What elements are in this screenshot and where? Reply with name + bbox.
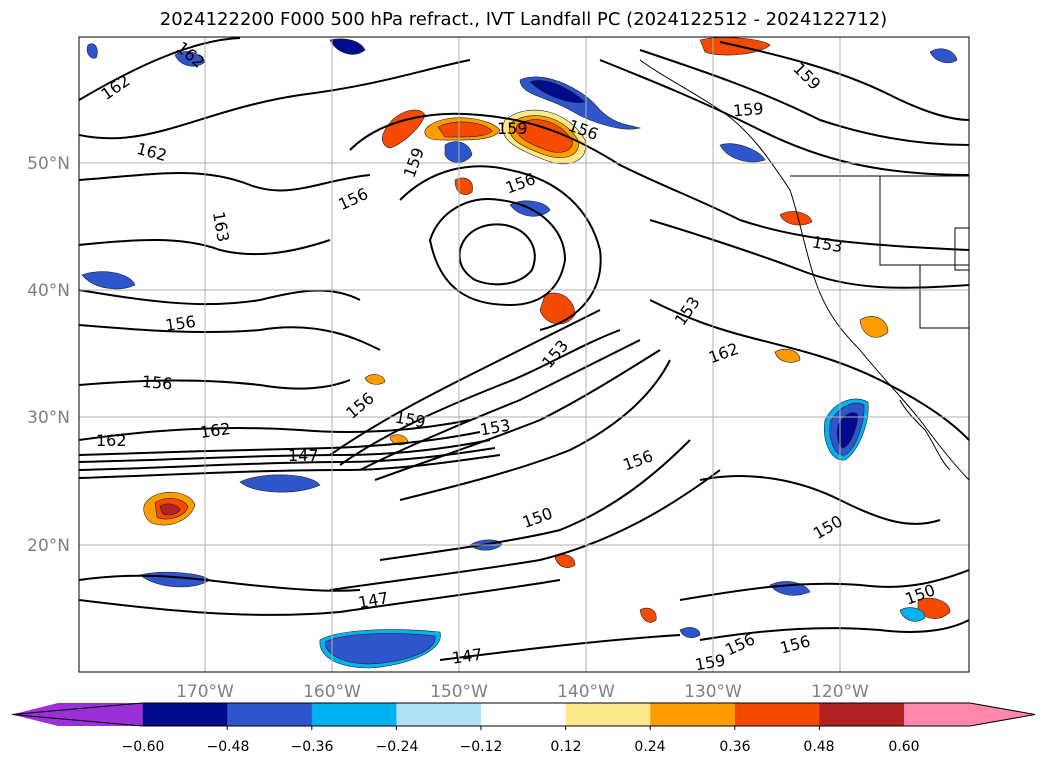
- colorbar-segment: [650, 703, 736, 726]
- contour-label: 159: [693, 650, 726, 674]
- latitude-label: 40°N: [27, 281, 70, 301]
- colorbar-segment: [565, 703, 651, 726]
- longitude-axis: 170°W 160°W 150°W 140°W 130°W 120°W: [176, 682, 869, 702]
- colorbar-segment: [396, 703, 482, 726]
- colorbar-segment: [12, 703, 143, 726]
- colorbar-tick-label: 0.48: [803, 739, 834, 755]
- latitude-label: 20°N: [27, 536, 70, 556]
- longitude-label: 150°W: [430, 682, 488, 702]
- longitude-label: 120°W: [811, 682, 869, 702]
- colorbar-tick-label: −0.36: [291, 739, 334, 755]
- colorbar-tick-label: −0.48: [207, 739, 250, 755]
- graticule: [79, 37, 969, 672]
- contour-label: 156: [164, 312, 197, 335]
- contour-label: 147: [451, 645, 484, 668]
- colorbar-tick-labels: −0.60 −0.48 −0.36 −0.24 −0.12 0.12 0.24 …: [122, 739, 920, 755]
- shaded-fields: [81, 37, 958, 669]
- longitude-label: 160°W: [303, 682, 361, 702]
- latitude-label: 30°N: [27, 408, 70, 428]
- colorbar-segment: [481, 703, 567, 726]
- colorbar-segment: [819, 703, 905, 726]
- longitude-label: 170°W: [176, 682, 234, 702]
- colorbar-tick-label: 0.24: [634, 739, 665, 755]
- contour-label: 147: [288, 446, 319, 465]
- plot-frame: [78, 36, 970, 673]
- coastlines: [639, 59, 969, 481]
- latitude-axis: 50°N 40°N 30°N 20°N: [27, 154, 70, 556]
- colorbar-tick-label: −0.12: [460, 739, 503, 755]
- colorbar-segment: [311, 703, 397, 726]
- longitude-label: 130°W: [684, 682, 742, 702]
- latitude-label: 50°N: [27, 154, 70, 174]
- contour-label: 162: [199, 419, 232, 442]
- colorbar-segment: [904, 703, 1035, 726]
- colorbar-segment: [734, 703, 820, 726]
- longitude-label: 140°W: [557, 682, 615, 702]
- colorbar-outline: [11, 702, 1036, 727]
- contour-label: 156: [141, 372, 173, 394]
- colorbar-segment: [142, 703, 228, 726]
- colorbar-tick-label: −0.24: [376, 739, 419, 755]
- colorbar-tick-label: 0.36: [719, 739, 750, 755]
- colorbar-tick-label: 0.12: [550, 739, 581, 755]
- colorbar-segment: [227, 703, 313, 726]
- colorbar-tick-label: 0.60: [888, 739, 919, 755]
- map-title: 2024122200 F000 500 hPa refract., IVT La…: [159, 9, 888, 30]
- contour-label: 162: [96, 431, 127, 450]
- colorbar: [11, 702, 1036, 730]
- contour-label: 159: [732, 99, 764, 121]
- contour-label: 159: [497, 119, 528, 138]
- colorbar-tick-label: −0.60: [122, 739, 165, 755]
- height-contours: [79, 37, 969, 661]
